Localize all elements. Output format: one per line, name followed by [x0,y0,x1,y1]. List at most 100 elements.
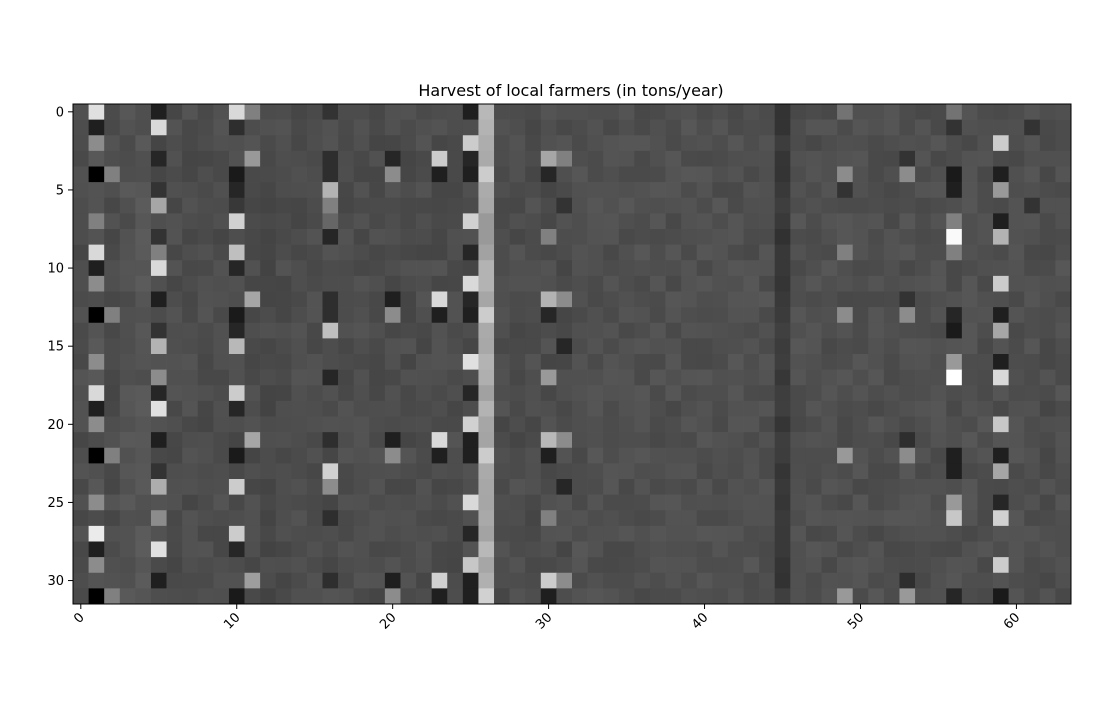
heatmap-cell [743,150,760,167]
heatmap-cell [946,213,963,230]
heatmap-cell [213,260,230,277]
heatmap-cell [930,322,947,339]
heatmap-cell [166,322,183,339]
heatmap-cell [743,213,760,230]
heatmap-cell [525,416,542,433]
heatmap-cell [774,135,791,152]
heatmap-cell [338,244,355,261]
heatmap-cell [135,307,152,324]
heatmap-cell [977,385,994,402]
heatmap-cell [1008,307,1025,324]
heatmap-cell [790,525,807,542]
heatmap-cell [400,369,417,386]
heatmap-cell [743,104,760,120]
heatmap-cell [338,447,355,464]
heatmap-cell [384,229,401,245]
heatmap-cell [915,119,932,136]
heatmap-cell [1008,385,1025,402]
heatmap-cell [743,510,760,527]
heatmap-cell [665,150,682,167]
heatmap-cell [369,354,386,370]
heatmap-cell [556,572,573,589]
heatmap-cell [665,260,682,277]
y-tick-label: 5 [56,183,64,198]
heatmap-cell [790,572,807,589]
heatmap-cell [774,307,791,324]
heatmap-cell [353,385,370,402]
heatmap-cell [197,150,214,167]
heatmap-cell [821,119,838,136]
heatmap-cell [322,510,339,527]
heatmap-cell [119,588,136,605]
heatmap-cell [150,291,167,308]
heatmap-cell [883,275,900,292]
heatmap-cell [774,260,791,277]
heatmap-cell [291,432,308,449]
heatmap-cell [431,557,448,574]
heatmap-cell [104,197,121,214]
heatmap-cell [883,338,900,355]
heatmap-cell [228,400,245,417]
heatmap-cell [353,463,370,480]
heatmap-cell [494,275,510,292]
heatmap-cell [509,307,526,324]
heatmap-cell [135,400,152,417]
heatmap-cell [197,494,214,511]
heatmap-cell [73,354,89,370]
heatmap-cell [119,572,136,589]
heatmap-cell [603,104,620,120]
heatmap-cell [665,119,682,136]
heatmap-cell [618,525,635,542]
heatmap-cell [509,150,526,167]
heatmap-cell [88,385,105,402]
heatmap-cell [977,416,994,433]
heatmap-cell [384,338,401,355]
heatmap-cell [930,463,947,480]
heatmap-cell [244,447,261,464]
heatmap-cell [494,541,510,558]
heatmap-cell [821,369,838,386]
heatmap-cell [712,291,729,308]
heatmap-cell [915,525,932,542]
heatmap-cell [681,197,698,214]
heatmap-cell [509,479,526,495]
heatmap-cell [618,119,635,136]
heatmap-cell [400,229,417,245]
heatmap-cell [150,166,167,183]
heatmap-cell [649,104,666,120]
heatmap-cell [88,260,105,277]
heatmap-cell [1024,260,1041,277]
heatmap-cell [228,104,245,120]
heatmap-cell [462,150,479,167]
heatmap-cell [338,197,355,214]
heatmap-cell [1039,432,1056,449]
heatmap-cell [88,338,105,355]
heatmap-cell [618,104,635,120]
heatmap-cell [930,135,947,152]
heatmap-cell [119,260,136,277]
heatmap-cell [135,557,152,574]
heatmap-cell [509,354,526,370]
heatmap-cell [634,572,651,589]
heatmap-cell [416,541,433,558]
heatmap-cell [150,541,167,558]
heatmap-cell [228,572,245,589]
heatmap-cell [384,432,401,449]
heatmap-cell [150,322,167,339]
heatmap-cell [883,213,900,230]
heatmap-cell [73,244,89,261]
heatmap-cell [852,260,869,277]
heatmap-cell [260,213,277,230]
heatmap-cell [587,166,604,183]
heatmap-cell [572,244,588,261]
heatmap-cell [462,541,479,558]
heatmap-cell [1008,322,1025,339]
heatmap-cell [150,260,167,277]
heatmap-cell [494,229,510,245]
heatmap-cell [478,275,495,292]
heatmap-cell [73,447,89,464]
heatmap-cell [275,229,292,245]
heatmap-cell [447,510,464,527]
heatmap-cell [649,588,666,605]
heatmap-cell [462,291,479,308]
